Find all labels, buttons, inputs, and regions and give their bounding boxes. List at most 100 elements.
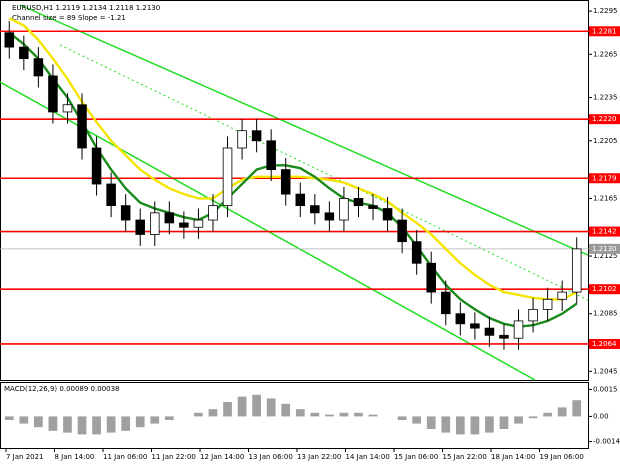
level-tag — [589, 173, 620, 184]
candle-body — [150, 212, 160, 235]
x-tick-label: 11 Jan 22:00 — [152, 453, 196, 461]
candle-body — [499, 334, 509, 339]
last-price-label: 1.2130 — [592, 245, 617, 253]
macd-bar — [252, 394, 261, 417]
moving-average — [8, 31, 578, 328]
y-tick-label: 1.2045 — [593, 367, 618, 375]
level-tag — [589, 284, 620, 295]
macd-bar — [208, 409, 218, 417]
candle-body — [368, 205, 378, 209]
x-tick-label: 18 Jan 14:00 — [491, 453, 535, 461]
macd-bar — [4, 416, 14, 420]
candle-body — [280, 169, 291, 195]
macd-bar — [485, 416, 494, 433]
macd-tick-label: 0.0015 — [593, 385, 618, 393]
level-tag — [589, 26, 620, 37]
x-tick-label: 13 Jan 06:00 — [249, 453, 293, 461]
candle-body — [455, 313, 466, 325]
candle-body — [48, 75, 58, 113]
level-label: 1.2102 — [592, 285, 617, 293]
y-tick-label: 1.2085 — [593, 310, 618, 318]
macd-bar — [557, 407, 567, 417]
macd-bar — [470, 416, 480, 435]
level-tag — [589, 338, 620, 349]
candle-body — [339, 198, 349, 221]
macd-bar — [412, 416, 422, 424]
macd-bar — [121, 416, 131, 431]
macd-bar — [237, 396, 247, 417]
candle-body — [19, 46, 29, 60]
y-tick-label: 1.2235 — [593, 94, 618, 102]
x-tick-label: 8 Jan 14:00 — [55, 453, 95, 461]
macd-bar — [266, 398, 276, 417]
x-tick-label: 19 Jan 06:00 — [540, 453, 584, 461]
indicator-label: Channel size = 89 Slope = -1.21 — [12, 14, 126, 22]
candle-body — [353, 198, 364, 207]
macd-bar — [441, 416, 451, 433]
macd-bar — [397, 416, 407, 420]
macd-bar — [194, 412, 203, 417]
y-tick-label: 1.2295 — [593, 7, 618, 15]
candle-body — [33, 58, 44, 77]
main-frame — [0, 0, 589, 381]
level-label: 1.2281 — [592, 27, 617, 35]
macd-bar — [572, 400, 582, 417]
candle-body — [528, 308, 538, 322]
candle-body — [324, 212, 335, 221]
macd-frame — [0, 382, 589, 449]
candle-body — [208, 205, 218, 221]
macd-bar — [281, 403, 291, 417]
macd-bar — [77, 416, 87, 435]
macd-bar — [48, 416, 58, 431]
y-tick-label: 1.2265 — [593, 50, 618, 58]
candle-body — [251, 130, 262, 142]
last-price-tag — [589, 243, 620, 254]
level-label: 1.2064 — [592, 340, 617, 348]
macd-bar — [455, 416, 465, 435]
candle-body — [382, 208, 393, 221]
level-label: 1.2220 — [592, 115, 617, 123]
macd-bar — [150, 416, 160, 424]
x-tick-label: 14 Jan 14:00 — [346, 453, 390, 461]
candle-body — [135, 219, 145, 235]
macd-bar — [543, 412, 552, 417]
candle-body — [470, 323, 480, 329]
macd-bar — [426, 416, 436, 429]
candle-body — [4, 32, 15, 48]
macd-bar — [295, 409, 305, 417]
macd-tick-label: 0.00 — [593, 412, 609, 420]
candle-body — [441, 291, 451, 315]
candle-body — [310, 205, 320, 214]
level-tag — [589, 226, 620, 237]
y-tick-label: 1.2165 — [593, 194, 618, 202]
y-tick-label: 1.2205 — [593, 137, 618, 145]
macd-bar — [499, 416, 509, 429]
candle-body — [484, 327, 495, 336]
x-tick-label: 15 Jan 06:00 — [394, 453, 438, 461]
macd-bar — [339, 412, 349, 417]
candle-body — [557, 291, 567, 300]
candle-body — [120, 205, 131, 221]
candle-body — [571, 248, 582, 293]
macd-bar — [92, 416, 101, 435]
y-tick-label: 1.2125 — [593, 252, 618, 260]
x-tick-label: 15 Jan 22:00 — [443, 453, 487, 461]
macd-bar — [34, 416, 43, 428]
x-tick-label: 13 Jan 22:00 — [297, 453, 341, 461]
candle-body — [411, 241, 422, 264]
candle-body — [513, 320, 524, 339]
x-tick-label: 7 Jan 2021 — [6, 453, 44, 461]
candle-body — [295, 193, 306, 207]
macd-bar — [325, 414, 334, 417]
candle-body — [91, 147, 102, 185]
macd-bar — [63, 416, 72, 433]
moving-average — [8, 17, 578, 301]
candle-body — [106, 183, 116, 207]
candle-body — [62, 104, 73, 113]
macd-bar — [135, 416, 145, 428]
macd-bar — [310, 412, 320, 417]
macd-bar — [368, 414, 378, 417]
x-tick-label: 12 Jan 14:00 — [200, 453, 244, 461]
